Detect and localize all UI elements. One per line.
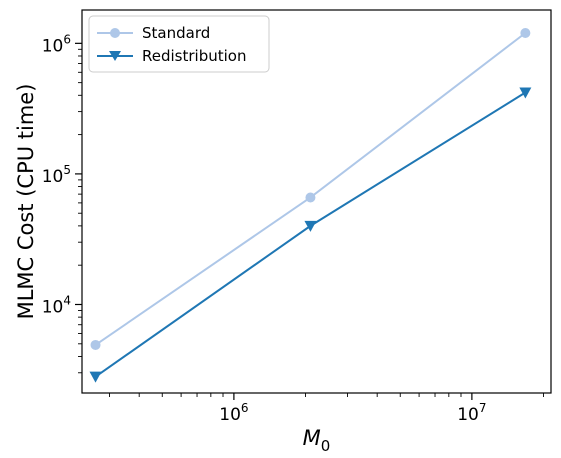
- x-axis-label-subscript: 0: [321, 437, 331, 455]
- data-point-redistribution: [304, 220, 317, 232]
- legend-standard-marker: [110, 28, 120, 38]
- data-point-standard: [305, 192, 316, 203]
- x-tick-label: 107: [457, 401, 486, 425]
- data-point-redistribution: [519, 87, 532, 99]
- y-tick-label: 106: [42, 32, 71, 56]
- legend-box: [88, 15, 270, 73]
- x-tick-label: 106: [219, 401, 248, 425]
- data-point-redistribution: [89, 371, 102, 383]
- x-axis-ticks: 106 107: [109, 393, 544, 425]
- y-tick-label: 105: [42, 163, 71, 187]
- legend: Standard Redistribution: [88, 15, 270, 73]
- legend-standard-label: Standard: [142, 24, 210, 42]
- series-layer: [89, 27, 532, 383]
- data-point-standard: [520, 27, 531, 38]
- data-point-standard: [90, 339, 101, 350]
- legend-redistribution-marker: [109, 51, 121, 61]
- y-axis-label: MLMC Cost (CPU time): [14, 84, 38, 320]
- y-axis-ticks: 104 105 106: [42, 32, 82, 374]
- legend-redistribution-label: Redistribution: [142, 47, 246, 65]
- y-tick-label: 104: [42, 293, 71, 317]
- x-axis-label: M0: [303, 426, 331, 455]
